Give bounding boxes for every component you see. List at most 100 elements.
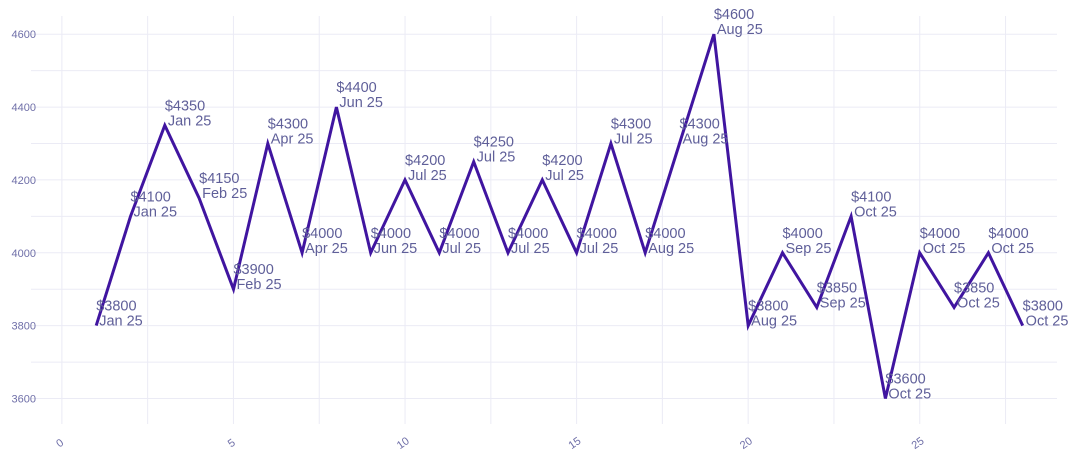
data-label-value: $4250	[474, 135, 514, 151]
data-label-date: Oct 25	[991, 241, 1034, 257]
data-label-date: Jan 25	[168, 113, 212, 129]
data-label: $4400 Jun 25	[336, 80, 383, 111]
data-label-value: $4200	[542, 153, 582, 169]
data-label: $3800 Oct 25	[1023, 299, 1069, 330]
data-label-value: $4000	[577, 226, 617, 242]
x-axis-ticks: 0 5 10 15 20 25	[54, 435, 926, 452]
data-label-value: $4000	[782, 226, 822, 242]
data-label: $3850 Oct 25	[954, 280, 1000, 311]
data-label: $3600 Oct 25	[885, 372, 931, 403]
series-group	[94, 33, 1025, 399]
data-label-date: Jul 25	[442, 241, 481, 257]
data-label-date: Jan 25	[99, 314, 143, 330]
data-label: $4200 Jul 25	[405, 153, 447, 184]
data-label: $4000 Oct 25	[920, 226, 966, 257]
data-label: $4000 Jul 25	[439, 226, 481, 257]
data-label-date: Jun 25	[339, 95, 383, 111]
data-label: $4000 Jun 25	[371, 226, 418, 257]
data-label-value: $3850	[817, 280, 857, 296]
data-label-date: Oct 25	[854, 204, 897, 220]
data-labels: $3800 Jan 25$4100 Jan 25$4350 Jan 25$4150 Fe…	[96, 7, 1068, 402]
y-tick-label: 3600	[12, 394, 36, 406]
data-label-value: $4400	[336, 80, 376, 96]
series-line	[94, 33, 1025, 399]
data-label: $4300 Apr 25	[268, 117, 314, 148]
data-label-value: $4000	[302, 226, 342, 242]
data-label-value: $4000	[508, 226, 548, 242]
data-label: $4350 Jan 25	[165, 98, 212, 129]
data-label-date: Apr 25	[305, 241, 348, 257]
data-label-value: $4200	[405, 153, 445, 169]
data-label: $4000 Oct 25	[988, 226, 1034, 257]
data-label-value: $4300	[268, 117, 308, 133]
data-label: $4000 Jul 25	[577, 226, 619, 257]
data-label-date: Apr 25	[271, 132, 314, 148]
x-tick-label: 0	[54, 437, 66, 450]
data-label-date: Sep 25	[785, 241, 831, 257]
data-label-value: $4000	[988, 226, 1028, 242]
y-tick-label: 4400	[12, 102, 36, 114]
data-label-value: $4350	[165, 98, 205, 114]
data-label-date: Jun 25	[374, 241, 418, 257]
data-label-date: Oct 25	[957, 295, 1000, 311]
data-label-date: Jul 25	[477, 150, 516, 166]
data-label-date: Feb 25	[236, 277, 281, 293]
data-label-value: $3850	[954, 280, 994, 296]
data-label-value: $3800	[96, 299, 136, 315]
y-tick-label: 4200	[12, 175, 36, 187]
data-label-date: Aug 25	[648, 241, 694, 257]
data-label: $4300 Aug 25	[680, 117, 729, 148]
data-label-value: $4000	[920, 226, 960, 242]
data-label-value: $4600	[714, 7, 754, 23]
y-tick-label: 4600	[12, 29, 36, 41]
data-label: $4000 Aug 25	[645, 226, 694, 257]
data-label-value: $4000	[645, 226, 685, 242]
data-label-date: Jan 25	[134, 204, 178, 220]
data-label-date: Jul 25	[511, 241, 550, 257]
data-label: $4000 Jul 25	[508, 226, 550, 257]
data-label-date: Aug 25	[751, 314, 797, 330]
chart-grid	[31, 16, 1057, 424]
data-label: $4100 Jan 25	[131, 189, 178, 220]
data-label-date: Jul 25	[545, 168, 584, 184]
data-label: $3800 Aug 25	[748, 299, 797, 330]
y-tick-label: 4000	[12, 248, 36, 260]
data-label: $4150 Feb 25	[199, 171, 247, 202]
y-tick-label: 3800	[12, 321, 36, 333]
x-tick-label: 5	[226, 437, 238, 450]
x-tick-label: 25	[910, 435, 927, 452]
data-label-date: Sep 25	[820, 295, 866, 311]
y-axis-ticks: 3600 3800 4000 4200 4400 4600	[12, 29, 36, 405]
data-label-date: Jul 25	[614, 132, 653, 148]
data-label-value: $3800	[748, 299, 788, 315]
data-label-value: $4100	[131, 189, 171, 205]
data-label: $3900 Feb 25	[233, 262, 281, 293]
data-label: $4200 Jul 25	[542, 153, 584, 184]
data-label-value: $4150	[199, 171, 239, 187]
x-tick-label: 15	[566, 435, 583, 452]
data-label-date: Oct 25	[888, 387, 931, 403]
data-label-date: Feb 25	[202, 186, 247, 202]
data-label: $4250 Jul 25	[474, 135, 516, 166]
data-label-value: $4000	[371, 226, 411, 242]
data-label: $4000 Sep 25	[782, 226, 831, 257]
data-label-value: $3600	[885, 372, 925, 388]
data-label-date: Jul 25	[408, 168, 447, 184]
data-label: $4600 Aug 25	[714, 7, 763, 38]
data-label: $4300 Jul 25	[611, 117, 653, 148]
data-label: $3800 Jan 25	[96, 299, 143, 330]
data-label-date: Oct 25	[1026, 314, 1069, 330]
data-label-date: Aug 25	[683, 132, 729, 148]
x-tick-label: 10	[395, 435, 412, 452]
data-label-value: $4000	[439, 226, 479, 242]
data-label-value: $3900	[233, 262, 273, 278]
data-label-date: Oct 25	[923, 241, 966, 257]
data-label-date: Aug 25	[717, 22, 763, 38]
data-label: $3850 Sep 25	[817, 280, 866, 311]
data-label: $4100 Oct 25	[851, 189, 897, 220]
data-label-date: Jul 25	[580, 241, 619, 257]
data-label-value: $4100	[851, 189, 891, 205]
data-label-value: $4300	[611, 117, 651, 133]
data-label-value: $3800	[1023, 299, 1063, 315]
